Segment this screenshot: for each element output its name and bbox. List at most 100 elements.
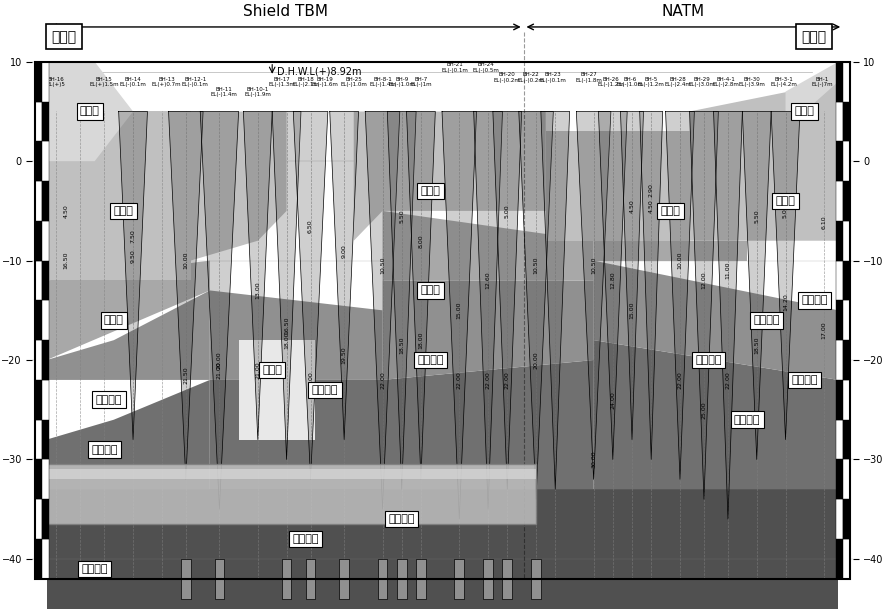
Text: 22.00: 22.00 — [678, 371, 682, 389]
Text: BH-19
EL(-)1.6m: BH-19 EL(-)1.6m — [312, 77, 338, 87]
Bar — [281, 559, 291, 598]
Text: 10.50: 10.50 — [380, 257, 385, 274]
Polygon shape — [47, 290, 210, 380]
Text: 10.00: 10.00 — [678, 252, 682, 270]
Text: BH-30
EL(-)3.9m: BH-30 EL(-)3.9m — [738, 77, 766, 87]
Polygon shape — [546, 131, 689, 241]
Bar — [836, 499, 843, 539]
Bar — [843, 181, 850, 221]
Text: 9.50: 9.50 — [131, 249, 135, 262]
Bar — [42, 142, 49, 181]
Text: BH-11
EL(-)1.4m: BH-11 EL(-)1.4m — [211, 87, 238, 98]
Bar — [843, 260, 850, 300]
Bar — [35, 221, 42, 260]
Text: 도달구: 도달구 — [802, 30, 827, 44]
Polygon shape — [293, 112, 327, 479]
Bar — [455, 559, 464, 598]
Bar — [35, 459, 42, 499]
Polygon shape — [442, 112, 476, 519]
Polygon shape — [689, 112, 719, 499]
Bar — [181, 559, 190, 598]
Text: 풍화암층: 풍화암층 — [389, 514, 415, 524]
Bar — [35, 62, 850, 579]
Polygon shape — [200, 112, 239, 509]
Text: 풍화토층: 풍화토층 — [312, 385, 338, 395]
Bar — [35, 300, 42, 340]
Text: 모래층: 모래층 — [113, 206, 134, 216]
Text: BH-27
EL(-)1.8m: BH-27 EL(-)1.8m — [575, 72, 603, 82]
Bar — [339, 559, 349, 598]
Text: 추진구: 추진구 — [51, 30, 76, 44]
Bar — [397, 559, 406, 598]
Text: 21.00: 21.00 — [217, 361, 222, 379]
Text: 6.10: 6.10 — [821, 215, 827, 229]
Text: BH-6
EL(-)1.0m: BH-6 EL(-)1.0m — [617, 77, 643, 87]
Polygon shape — [330, 112, 358, 440]
Polygon shape — [743, 112, 771, 459]
Bar — [843, 459, 850, 499]
Text: BH-13
EL(+)0.7m: BH-13 EL(+)0.7m — [152, 77, 181, 87]
Bar — [836, 221, 843, 260]
Polygon shape — [576, 112, 611, 479]
Text: 모래층: 모래층 — [775, 196, 796, 206]
Text: BH-15
EL(+)1.5m: BH-15 EL(+)1.5m — [89, 77, 119, 87]
Polygon shape — [354, 112, 546, 241]
Bar — [35, 380, 42, 420]
Bar — [836, 101, 843, 142]
Text: BH-17
EL(-)1.3m: BH-17 EL(-)1.3m — [268, 77, 296, 87]
Polygon shape — [594, 260, 838, 380]
Text: Shield TBM: Shield TBM — [242, 4, 327, 19]
Bar — [42, 181, 49, 221]
Polygon shape — [47, 489, 838, 609]
Text: 18.50: 18.50 — [754, 336, 759, 354]
Polygon shape — [210, 380, 382, 489]
Polygon shape — [388, 112, 416, 489]
Bar — [836, 380, 843, 420]
Text: 자갈층: 자갈층 — [660, 206, 681, 216]
Polygon shape — [190, 112, 287, 260]
Text: 풍화토층: 풍화토층 — [801, 295, 827, 306]
Text: BH-29
EL(-)3.0m: BH-29 EL(-)3.0m — [689, 77, 715, 87]
Polygon shape — [47, 470, 536, 479]
Bar — [836, 142, 843, 181]
Text: 18.50: 18.50 — [399, 336, 404, 354]
Text: 15.00: 15.00 — [629, 301, 635, 319]
Bar — [42, 539, 49, 579]
Text: 5.00: 5.00 — [783, 204, 788, 218]
Text: 15.00: 15.00 — [457, 301, 462, 319]
Text: 기반암층: 기반암층 — [734, 415, 760, 425]
Bar — [42, 499, 49, 539]
Bar — [836, 300, 843, 340]
Text: BH-20
EL(-)0.2m: BH-20 EL(-)0.2m — [494, 72, 520, 82]
Text: BH-23
EL(-)0.1m: BH-23 EL(-)0.1m — [540, 72, 566, 82]
Bar — [836, 62, 843, 101]
Text: BH-8-1
EL(-)1.4m: BH-8-1 EL(-)1.4m — [369, 77, 396, 87]
Text: 25.00: 25.00 — [702, 401, 706, 418]
Text: 20.00: 20.00 — [217, 351, 222, 369]
Text: 모래층: 모래층 — [420, 186, 441, 196]
Bar — [836, 420, 843, 459]
Polygon shape — [47, 112, 190, 281]
Bar — [843, 420, 850, 459]
Polygon shape — [119, 112, 148, 440]
Polygon shape — [47, 260, 210, 360]
Text: 기반암층: 기반암층 — [81, 564, 108, 574]
Text: 21.00: 21.00 — [255, 361, 260, 379]
Text: BH-22
EL(-)0.2m: BH-22 EL(-)0.2m — [518, 72, 544, 82]
Text: BH-18
EL(-)2.1m: BH-18 EL(-)2.1m — [292, 77, 319, 87]
Text: BH-24
EL(-)0.5m: BH-24 EL(-)0.5m — [473, 62, 500, 73]
Text: 풍화암층: 풍화암층 — [91, 445, 118, 454]
Bar — [843, 101, 850, 142]
Text: 24.00: 24.00 — [611, 391, 615, 409]
Text: 4.50: 4.50 — [649, 199, 654, 213]
Text: 22.00: 22.00 — [486, 371, 490, 389]
Text: BH-5
EL(-)1.2m: BH-5 EL(-)1.2m — [638, 77, 665, 87]
Polygon shape — [598, 112, 627, 459]
Bar — [42, 340, 49, 380]
Bar — [42, 380, 49, 420]
Bar — [843, 300, 850, 340]
Bar — [503, 559, 512, 598]
Bar — [836, 340, 843, 380]
Text: 22.00: 22.00 — [457, 371, 462, 389]
Bar — [42, 300, 49, 340]
